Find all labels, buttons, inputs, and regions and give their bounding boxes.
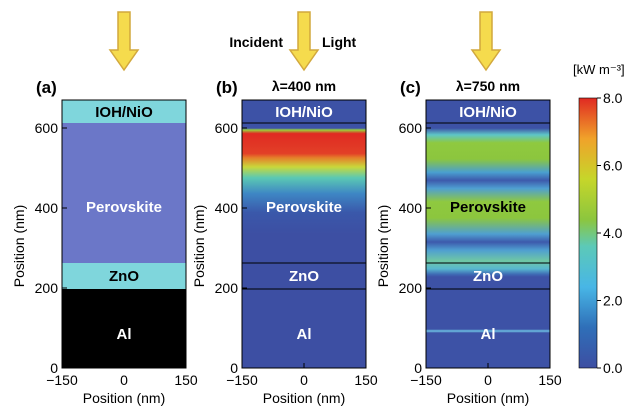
layer-label: Al <box>481 326 496 343</box>
colorbar-tick-label: 8.0 <box>603 90 623 106</box>
panel-c: (c) λ=750 nm IOH/NiO Perovskite ZnO Al <box>400 78 551 369</box>
y-tick-label: 400 <box>215 200 239 216</box>
panel-title: λ=750 nm <box>456 78 520 94</box>
y-tick-label: 200 <box>35 280 59 296</box>
panel-a: (a) IOH/NiO Perovskite ZnO Al <box>36 78 187 369</box>
layer-label: ZnO <box>473 268 503 285</box>
incident-label: Incident <box>229 34 283 50</box>
layer-label: Perovskite <box>86 199 162 216</box>
layer-label: Perovskite <box>266 199 342 216</box>
x-tick-label: 0 <box>484 372 492 388</box>
layer-al <box>62 289 186 368</box>
y-tick-label: 200 <box>399 280 423 296</box>
colorbar-gradient <box>578 97 598 369</box>
colorbar: [kW m⁻³] 8.0 6.0 4.0 2.0 0.0 <box>573 62 625 376</box>
layer-label: IOH/NiO <box>95 104 153 121</box>
colorbar-tick-label: 4.0 <box>603 225 623 241</box>
field-map <box>426 100 550 368</box>
x-tick-label: −150 <box>226 372 258 388</box>
layer-ioh-nio <box>62 100 186 123</box>
panel-b: (b) λ=400 nm IOH/NiO Perovskite ZnO Al <box>216 78 367 369</box>
y-tick-label: 600 <box>215 120 239 136</box>
light-label: Light <box>322 34 357 50</box>
x-tick-label: 0 <box>120 372 128 388</box>
y-tick-label: 400 <box>35 200 59 216</box>
layer-label: ZnO <box>289 268 319 285</box>
y-tick-label: 200 <box>215 280 239 296</box>
colorbar-unit: [kW m⁻³] <box>573 62 625 77</box>
arrow-icon <box>470 11 502 72</box>
layer-label: IOH/NiO <box>275 104 333 121</box>
x-tick-label: 150 <box>538 372 562 388</box>
panel-label: (c) <box>400 78 421 97</box>
layer-perovskite <box>62 123 186 263</box>
y-tick-label: 0 <box>414 360 422 376</box>
x-axis-label: Position (nm) <box>447 390 529 406</box>
layer-zno <box>62 263 186 289</box>
x-tick-label: −150 <box>46 372 78 388</box>
y-axis-label: Position (nm) <box>375 205 391 287</box>
x-axis-label: Position (nm) <box>83 390 165 406</box>
incident-light-arrows <box>108 11 502 72</box>
y-tick-label: 600 <box>399 120 423 136</box>
arrow-icon <box>108 11 140 72</box>
layer-label: Al <box>297 326 312 343</box>
layer-label: ZnO <box>109 268 139 285</box>
y-tick-label: 0 <box>230 360 238 376</box>
layer-label: IOH/NiO <box>459 104 517 121</box>
x-axis-label: Position (nm) <box>263 390 345 406</box>
x-tick-label: 150 <box>174 372 198 388</box>
colorbar-tick-label: 6.0 <box>603 158 623 174</box>
y-tick-label: 600 <box>35 120 59 136</box>
colorbar-tick-label: 0.0 <box>603 360 623 376</box>
y-tick-label: 400 <box>399 200 423 216</box>
panel-label: (b) <box>216 78 238 97</box>
arrow-icon <box>288 11 320 72</box>
x-tick-label: 0 <box>300 372 308 388</box>
x-tick-label: −150 <box>410 372 442 388</box>
panel-label: (a) <box>36 78 57 97</box>
y-axis-label: Position (nm) <box>11 205 27 287</box>
layer-label: Al <box>117 326 132 343</box>
x-tick-label: 150 <box>354 372 378 388</box>
panel-title: λ=400 nm <box>272 78 336 94</box>
y-axis-label: Position (nm) <box>191 205 207 287</box>
colorbar-ticks: 8.0 6.0 4.0 2.0 0.0 <box>597 90 623 376</box>
layer-label: Perovskite <box>450 199 526 216</box>
y-tick-label: 0 <box>50 360 58 376</box>
colorbar-tick-label: 2.0 <box>603 293 623 309</box>
field-map <box>242 100 366 368</box>
